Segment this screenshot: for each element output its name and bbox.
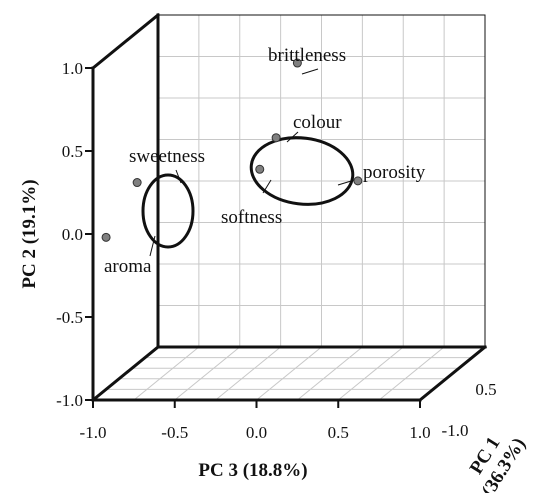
- pc3-axis-title: PC 3 (18.8%): [198, 460, 307, 481]
- axis-frame: [85, 12, 488, 408]
- point-label-aroma: aroma: [104, 256, 152, 277]
- cluster-ellipse-texture: [249, 136, 355, 206]
- grid-line: [378, 346, 445, 401]
- pc3-tick-label: -0.5: [161, 423, 188, 442]
- text-layer: 1.0 0.5 0.0 -0.5 -1.0 -1.0 -0.5 0.0 0.5 1.0 -1.0 0.…: [19, 45, 530, 493]
- grid-line: [174, 346, 241, 401]
- pc1-tick-label: -1.0: [442, 421, 469, 440]
- grid-line: [256, 346, 322, 401]
- pc2-tick-label: 0.5: [62, 142, 83, 161]
- pc2-tick-label: 0.0: [62, 225, 83, 244]
- grid-line: [337, 346, 404, 401]
- data-point-brittleness: [292, 58, 302, 68]
- pc1-axis-line: [417, 344, 488, 403]
- leader-line: [149, 235, 156, 257]
- leader-line: [301, 68, 319, 75]
- grid-line: [133, 346, 200, 401]
- cluster-ellipse-flavour: [141, 173, 195, 249]
- pc2-tick-label: -1.0: [56, 391, 83, 410]
- data-points: [101, 58, 363, 257]
- grid-layer: [92, 14, 486, 401]
- frame-floor-edge: [90, 344, 161, 403]
- data-point-colour: [271, 133, 281, 143]
- point-label-sweetness: sweetness: [129, 146, 205, 167]
- pc3-tick-label: 0.5: [328, 423, 349, 442]
- pc3-tick-label: 1.0: [409, 423, 430, 442]
- pc1-axis-title: PC 1(36.3%): [466, 433, 530, 493]
- point-label-colour: colour: [293, 112, 342, 133]
- leader-line: [175, 169, 182, 184]
- data-point-aroma: [101, 232, 111, 242]
- pc3-tick-label: 0.0: [246, 423, 267, 442]
- pc2-axis-title: PC 2 (19.1%): [19, 179, 40, 288]
- cluster-ellipses: [141, 136, 355, 249]
- point-label-porosity: porosity: [363, 162, 426, 183]
- data-point-softness: [255, 164, 265, 174]
- pc1-tick-label: 0.5: [475, 380, 496, 399]
- leader-line: [286, 131, 299, 143]
- point-label-brittleness: brittleness: [268, 45, 346, 66]
- pc2-tick-label: 1.0: [62, 59, 83, 78]
- leader-line: [262, 179, 272, 194]
- pc3-tick-label: -1.0: [80, 423, 107, 442]
- data-point-porosity: [353, 176, 363, 186]
- data-point-sweetness: [132, 178, 142, 188]
- point-label-softness: softness: [221, 207, 282, 228]
- frame-top-edge: [90, 12, 161, 71]
- grid-line: [297, 346, 363, 401]
- grid-line: [215, 346, 281, 401]
- pc2-tick-label: -0.5: [56, 308, 83, 327]
